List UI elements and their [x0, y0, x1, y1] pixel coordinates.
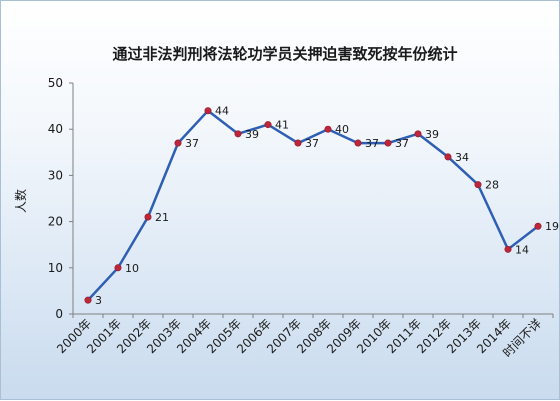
data-label: 37	[305, 137, 319, 150]
data-point	[444, 153, 452, 161]
data-point	[354, 139, 362, 147]
y-tick-label: 10	[48, 261, 63, 275]
data-label: 37	[185, 137, 199, 150]
data-point	[324, 125, 332, 133]
data-label: 37	[365, 137, 379, 150]
data-markers	[84, 107, 542, 304]
data-point	[414, 130, 422, 138]
data-point	[534, 222, 542, 230]
data-label: 41	[275, 119, 289, 132]
data-label: 34	[455, 151, 469, 164]
data-label: 39	[245, 128, 259, 141]
data-point	[144, 213, 152, 221]
data-point	[474, 181, 482, 189]
data-label: 37	[395, 137, 409, 150]
data-point	[204, 107, 212, 115]
data-point	[174, 139, 182, 147]
data-label: 28	[485, 179, 499, 192]
data-label: 21	[155, 211, 169, 224]
y-tick-label: 0	[55, 307, 63, 321]
y-tick-label: 40	[48, 122, 63, 136]
data-label: 19	[545, 220, 559, 233]
x-ticks: 2000年2001年2002年2003年2004年2005年2006年2007年…	[54, 314, 554, 360]
y-axis-label: 人数	[13, 189, 28, 213]
series-line	[87, 109, 539, 301]
data-point	[384, 139, 392, 147]
y-tick-label: 50	[48, 76, 63, 90]
data-label: 3	[95, 294, 102, 307]
data-label: 39	[425, 128, 439, 141]
y-tick-label: 30	[48, 168, 63, 182]
data-labels: 3 10 21 37 44 39 41 37 40 37 37 39 34 28 14 19	[95, 105, 559, 307]
data-point	[114, 264, 122, 272]
data-label: 10	[125, 262, 139, 275]
data-point	[234, 130, 242, 138]
data-point	[84, 296, 92, 304]
chart-title: 通过非法判刑将法轮功学员关押迫害致死按年份统计	[112, 45, 457, 63]
y-tick-label: 20	[48, 215, 63, 229]
data-label: 44	[215, 105, 229, 118]
y-ticks: 0 10 20 30 40 50	[48, 76, 73, 321]
axes	[72, 83, 553, 315]
data-point	[264, 121, 272, 129]
data-label: 40	[335, 123, 349, 136]
data-point	[504, 245, 512, 253]
data-label: 14	[515, 243, 529, 256]
data-point	[294, 139, 302, 147]
